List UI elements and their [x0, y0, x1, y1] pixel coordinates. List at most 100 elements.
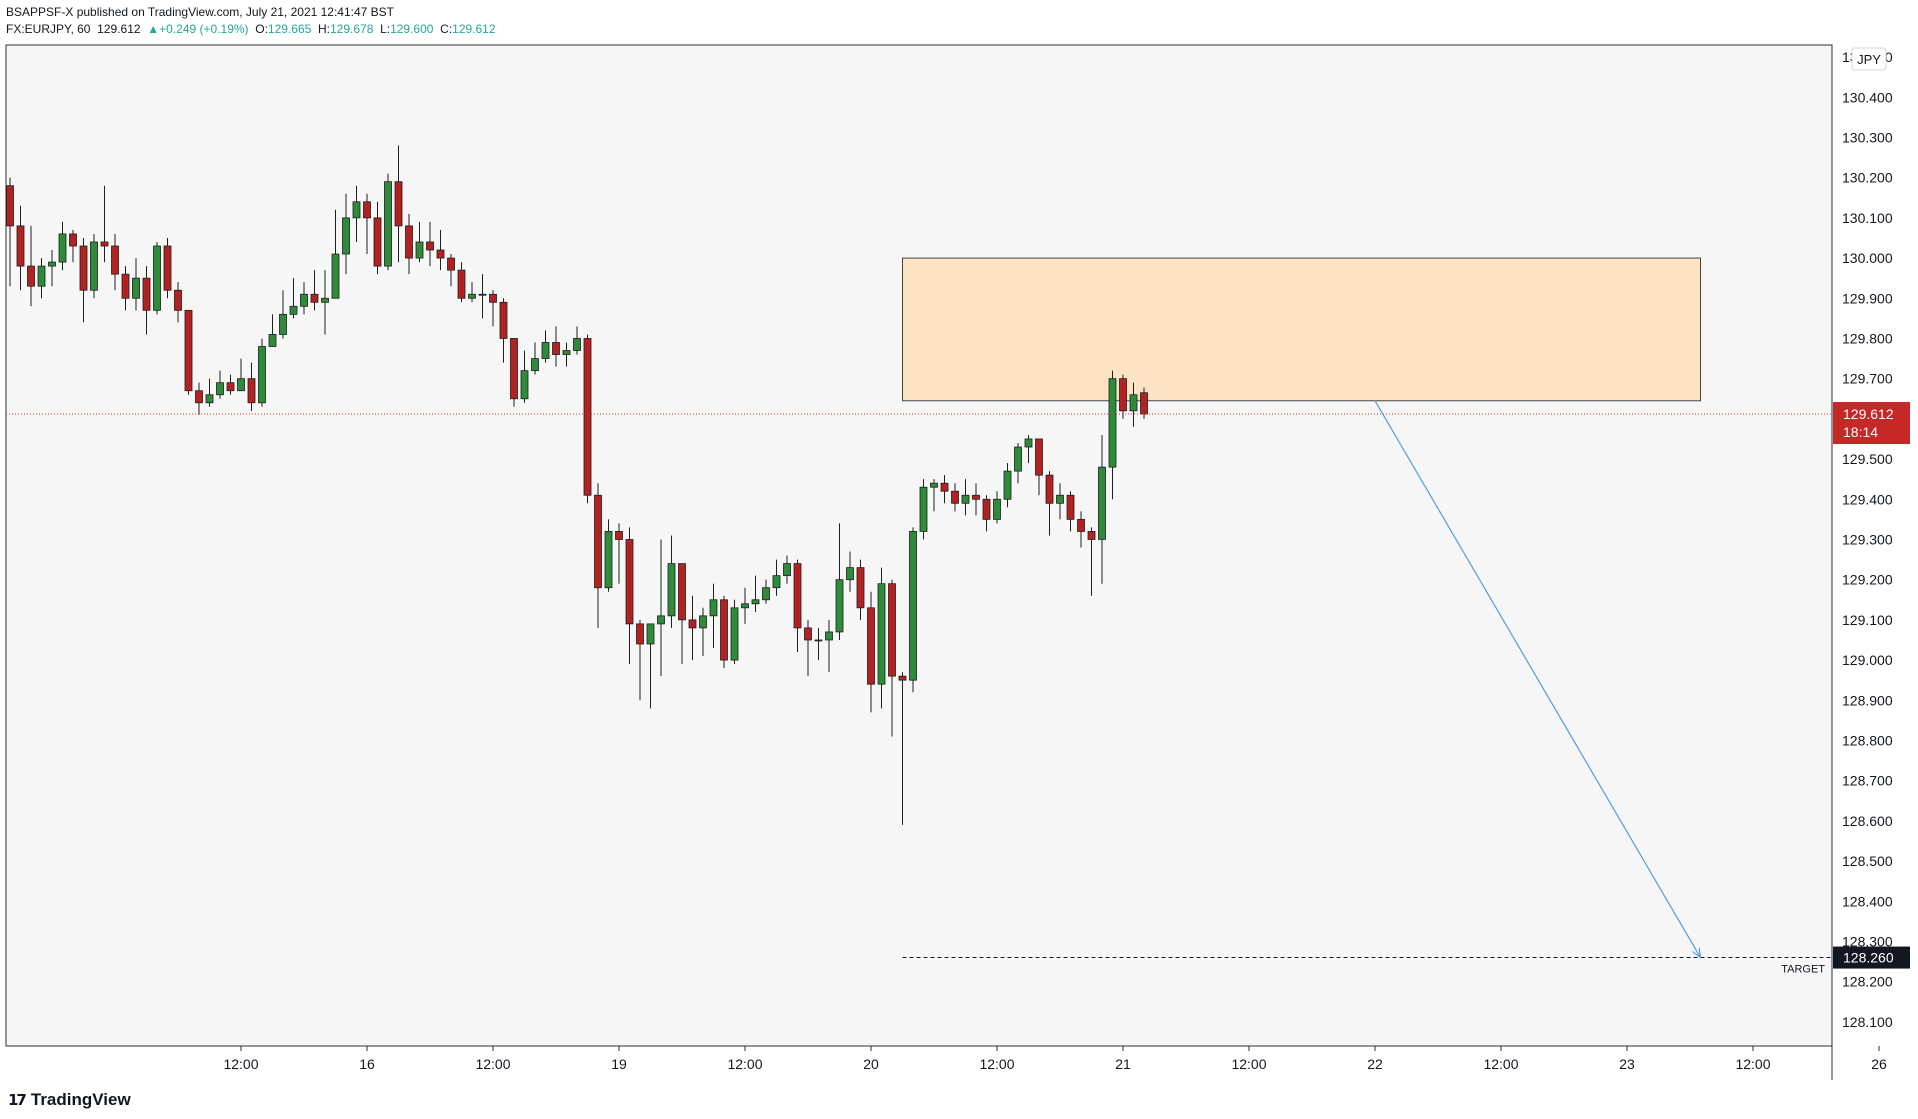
candle-body	[793, 563, 802, 629]
last-price: 129.612	[97, 22, 141, 36]
candle-body	[363, 201, 371, 219]
time-tick-label: 19	[611, 1056, 627, 1072]
candle-body	[814, 639, 823, 642]
chart-pane[interactable]	[5, 44, 1833, 1047]
candle-body	[604, 531, 613, 589]
price-tick-label: 130.400	[1842, 89, 1893, 105]
candle-body	[394, 181, 403, 227]
time-axis[interactable]: 12:00 16 12:00 19 12:00 20 12:00 21 12:00 22 12:00…	[223, 1046, 1887, 1072]
arrow-head-icon	[1692, 947, 1702, 959]
price-tick-label: 129.400	[1842, 491, 1893, 507]
time-tick-label: 12:00	[727, 1056, 762, 1072]
candle-body	[877, 583, 886, 685]
candle-body	[772, 575, 781, 589]
candle-body	[940, 482, 949, 492]
candle-body	[289, 305, 298, 315]
time-tick-label: 12:00	[475, 1056, 510, 1072]
target-price-badge-value: 128.260	[1843, 950, 1894, 966]
change-up-icon: ▲	[147, 22, 160, 36]
candle-body	[90, 241, 98, 291]
candle-body	[279, 313, 287, 335]
candle-body	[1066, 494, 1075, 520]
price-tick-label: 128.600	[1842, 813, 1893, 829]
candle-body	[625, 539, 634, 625]
candle-body	[562, 350, 571, 355]
candle-body	[951, 490, 959, 504]
candle-body	[111, 245, 119, 275]
open-label: O:	[255, 22, 268, 36]
candle-body	[216, 382, 224, 396]
candle-body	[352, 201, 361, 219]
candle-body	[457, 269, 466, 299]
tradingview-logo[interactable]: 𝟭𝟳 TradingView	[8, 1090, 131, 1110]
time-tick-label: 20	[863, 1056, 879, 1072]
price-tick-label: 129.900	[1842, 290, 1893, 306]
price-tick-label: 130.300	[1842, 129, 1893, 145]
price-axis[interactable]: 128.100 128.200 128.300 128.400 128.500 128.6…	[1842, 49, 1893, 1030]
candle-body	[132, 277, 140, 299]
symbol-label[interactable]: FX:EURJPY, 60	[6, 22, 91, 36]
tradingview-logo-icon: 𝟭𝟳	[8, 1092, 27, 1109]
time-tick-label: 22	[1367, 1056, 1383, 1072]
publisher-line: BSAPPSF-X published on TradingView.com, …	[6, 5, 395, 19]
candle-body	[237, 378, 245, 392]
close-label: C:	[440, 22, 453, 36]
candle-body	[709, 599, 718, 617]
close-value: 129.612	[452, 22, 496, 36]
time-tick-label: 16	[359, 1056, 375, 1072]
candle-body	[520, 370, 529, 400]
candle-body	[825, 631, 833, 641]
candle-body	[27, 265, 35, 287]
candle-body	[331, 253, 340, 299]
candle-body	[888, 583, 896, 677]
price-tick-label: 128.300	[1842, 933, 1893, 949]
currency-badge[interactable]	[1851, 47, 1887, 71]
candle-body	[79, 245, 88, 291]
price-tick-label: 130.200	[1842, 170, 1893, 186]
target-label: TARGET	[1781, 964, 1825, 976]
price-tick-label: 128.800	[1842, 732, 1893, 748]
candle-body	[699, 615, 707, 629]
candle-body	[195, 390, 203, 404]
candle-body	[1024, 438, 1033, 448]
candle-body	[856, 567, 865, 609]
time-tick-label: 12:00	[1483, 1056, 1518, 1072]
time-tick-label: 21	[1115, 1056, 1131, 1072]
candle-body	[919, 486, 928, 532]
candle-body	[1087, 531, 1096, 540]
candle-body	[667, 563, 676, 617]
candle-body	[415, 241, 424, 259]
candle-body	[646, 623, 655, 645]
target-price-badge	[1833, 946, 1910, 969]
candle-body	[174, 289, 182, 311]
price-tick-label: 128.900	[1842, 692, 1893, 708]
price-tick-label: 129.500	[1842, 451, 1893, 467]
time-tick-label: 23	[1619, 1056, 1635, 1072]
candle-body	[531, 358, 539, 372]
candle-body	[226, 382, 235, 392]
candle-body	[468, 293, 476, 299]
candle-body	[972, 494, 980, 500]
candle-body	[1108, 378, 1117, 468]
low-value: 129.600	[390, 22, 434, 36]
candle-body	[405, 225, 413, 259]
candle-body	[657, 615, 665, 625]
candle-body	[499, 301, 508, 339]
candle-body	[678, 563, 686, 621]
candle-body	[783, 563, 791, 577]
price-tick-label: 130.000	[1842, 250, 1893, 266]
projection-arrow[interactable]	[1374, 400, 1702, 958]
time-tick-label: 26	[1871, 1056, 1887, 1072]
candle-body	[898, 675, 907, 681]
supply-zone[interactable]	[902, 257, 1701, 402]
candle-body	[688, 619, 697, 629]
candle-body	[426, 241, 434, 251]
candle-body	[982, 498, 991, 520]
price-tick-label: 128.500	[1842, 853, 1893, 869]
candle-body	[300, 293, 308, 307]
candle-body	[835, 579, 844, 633]
price-chart[interactable]: TARGET 128.100 128.200 128.300 128.400 128.5…	[0, 0, 1918, 1080]
candle-body	[184, 309, 193, 392]
price-tick-label: 130.100	[1842, 210, 1893, 226]
candle-body	[436, 249, 445, 259]
